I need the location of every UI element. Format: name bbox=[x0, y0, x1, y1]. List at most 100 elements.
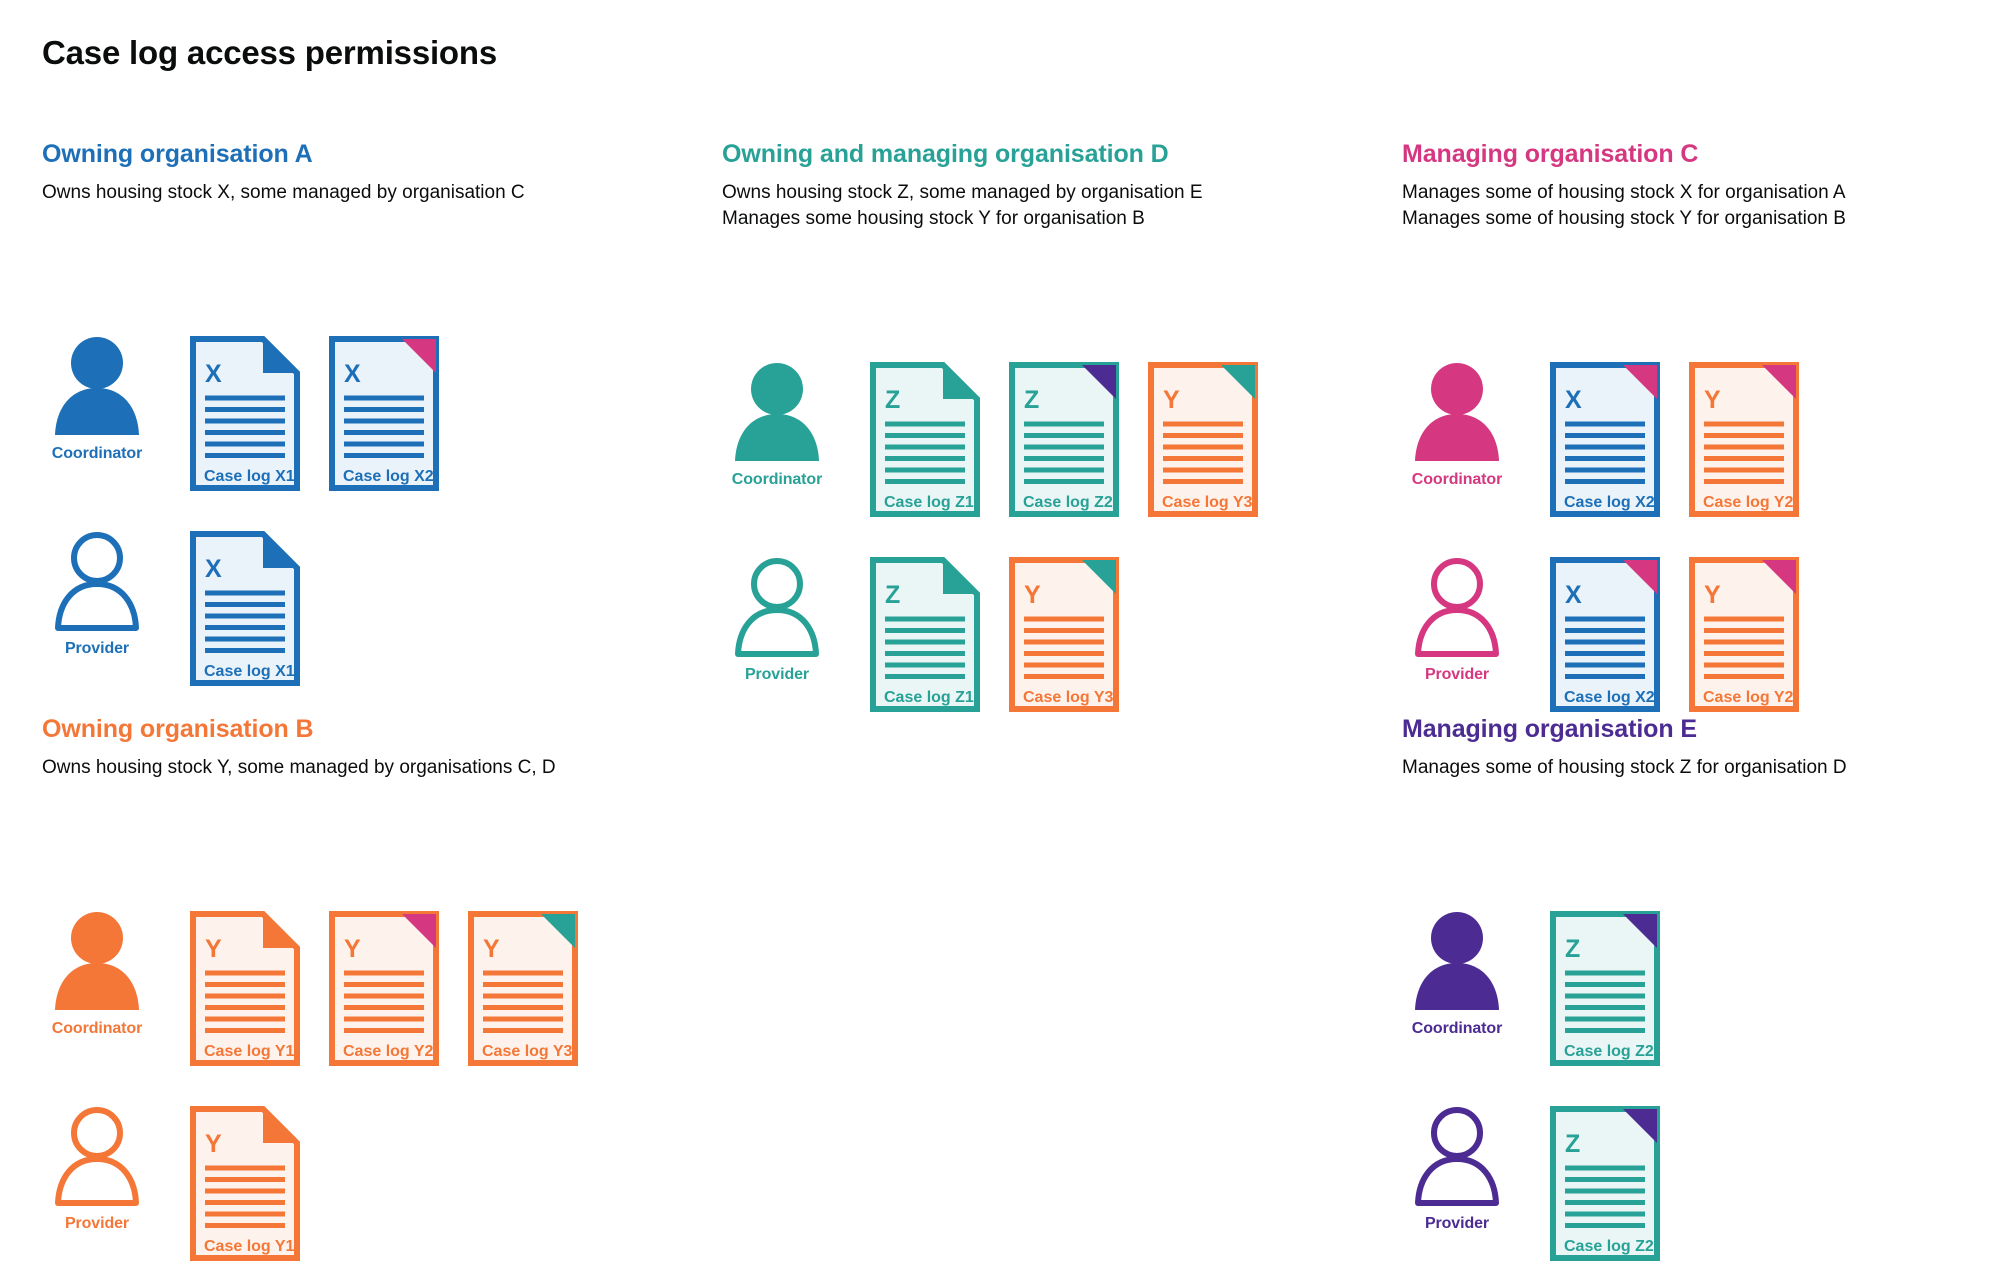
role-row-coordinator: Coordinator Y Case log Y1 Y Case log Y2 Y Case… bbox=[42, 911, 578, 1066]
svg-text:X: X bbox=[205, 555, 222, 583]
svg-text:X: X bbox=[205, 360, 222, 388]
organisation-description-line: Manages some housing stock Y for organis… bbox=[722, 208, 1145, 229]
organisation-description-line: Manages some of housing stock Y for orga… bbox=[1402, 208, 1846, 229]
person-icon-coordinator: Coordinator bbox=[1402, 362, 1512, 489]
svg-text:Z: Z bbox=[885, 581, 900, 609]
svg-text:Case log Y2: Case log Y2 bbox=[343, 1043, 434, 1060]
case-log-document-icon: X Case log X2 bbox=[1550, 557, 1660, 712]
svg-text:Case log Y1: Case log Y1 bbox=[204, 1043, 295, 1060]
svg-text:Case log Z2: Case log Z2 bbox=[1023, 494, 1113, 511]
organisation-description: Owns housing stock X, some managed by or… bbox=[42, 180, 525, 206]
organisation-block-org-d: Owning and managing organisation D Owns h… bbox=[722, 140, 1258, 712]
person-icon-coordinator: Coordinator bbox=[42, 336, 152, 463]
person-role-label: Coordinator bbox=[51, 1020, 143, 1037]
role-row-coordinator: Coordinator X Case log X2 Y Case log Y2 bbox=[1402, 362, 1799, 517]
svg-text:Z: Z bbox=[885, 386, 900, 414]
svg-text:Z: Z bbox=[1024, 386, 1039, 414]
role-row-provider: Provider Y Case log Y1 bbox=[42, 1106, 300, 1261]
svg-text:Case log Y2: Case log Y2 bbox=[1703, 689, 1794, 706]
svg-text:Y: Y bbox=[1024, 581, 1041, 609]
case-log-document-icon: Y Case log Y2 bbox=[329, 911, 439, 1066]
organisation-heading: Owning organisation B bbox=[42, 715, 314, 743]
case-log-document-icon: Y Case log Y2 bbox=[1689, 362, 1799, 517]
svg-text:Y: Y bbox=[483, 935, 500, 963]
case-log-document-icon: Y Case log Y3 bbox=[1148, 362, 1258, 517]
person-icon-coordinator: Coordinator bbox=[42, 911, 152, 1038]
svg-text:Case log Y3: Case log Y3 bbox=[1023, 689, 1114, 706]
case-log-group: X Case log X2 Y Case log Y2 bbox=[1550, 362, 1799, 517]
person-role-label: Coordinator bbox=[731, 471, 823, 488]
case-log-document-icon: Y Case log Y3 bbox=[468, 911, 578, 1066]
organisation-heading: Owning organisation A bbox=[42, 140, 313, 168]
case-log-document-icon: Y Case log Y2 bbox=[1689, 557, 1799, 712]
case-log-group: Y Case log Y1 bbox=[190, 1106, 300, 1261]
case-log-group: Y Case log Y1 Y Case log Y2 Y Case log Y3 bbox=[190, 911, 578, 1066]
svg-text:Case log X2: Case log X2 bbox=[1564, 689, 1655, 706]
organisation-block-org-b: Owning organisation B Owns housing stock … bbox=[42, 715, 578, 1261]
role-row-provider: Provider X Case log X2 Y Case log Y2 bbox=[1402, 557, 1799, 712]
svg-text:Y: Y bbox=[1163, 386, 1180, 414]
person-icon-coordinator: Coordinator bbox=[1402, 911, 1512, 1038]
organisation-block-org-e: Managing organisation E Manages some of h… bbox=[1402, 715, 1847, 1261]
svg-text:Y: Y bbox=[1704, 581, 1721, 609]
role-row-provider: Provider Z Case log Z1 Y Case log Y3 bbox=[722, 557, 1119, 712]
case-log-group: X Case log X1 bbox=[190, 531, 300, 686]
organisation-description-line: Owns housing stock X, some managed by or… bbox=[42, 182, 525, 203]
case-log-document-icon: X Case log X2 bbox=[329, 336, 439, 491]
svg-text:Y: Y bbox=[1704, 386, 1721, 414]
organisation-description: Manages some of housing stock Z for orga… bbox=[1402, 755, 1847, 781]
case-log-group: X Case log X2 Y Case log Y2 bbox=[1550, 557, 1799, 712]
svg-text:Z: Z bbox=[1565, 935, 1580, 963]
role-row-provider: Provider X Case log X1 bbox=[42, 531, 300, 686]
organisation-block-org-a: Owning organisation A Owns housing stock … bbox=[42, 140, 525, 686]
svg-text:Case log Z2: Case log Z2 bbox=[1564, 1238, 1654, 1255]
svg-text:X: X bbox=[344, 360, 361, 388]
person-role-label: Coordinator bbox=[51, 445, 143, 462]
case-log-document-icon: Y Case log Y1 bbox=[190, 1106, 300, 1261]
svg-text:Case log Z2: Case log Z2 bbox=[1564, 1043, 1654, 1060]
page-title: Case log access permissions bbox=[42, 34, 498, 71]
person-role-label: Provider bbox=[1424, 666, 1490, 683]
organisation-description-line: Manages some of housing stock Z for orga… bbox=[1402, 757, 1847, 778]
case-log-document-icon: Y Case log Y1 bbox=[190, 911, 300, 1066]
person-role-label: Provider bbox=[64, 640, 130, 657]
person-icon-provider: Provider bbox=[1402, 557, 1512, 684]
organisation-description-line: Owns housing stock Z, some managed by or… bbox=[722, 182, 1203, 203]
svg-text:Case log Z1: Case log Z1 bbox=[884, 494, 974, 511]
svg-text:Case log Z1: Case log Z1 bbox=[884, 689, 974, 706]
case-log-document-icon: Z Case log Z2 bbox=[1550, 911, 1660, 1066]
case-log-document-icon: Z Case log Z1 bbox=[870, 362, 980, 517]
case-log-document-icon: X Case log X2 bbox=[1550, 362, 1660, 517]
case-log-group: Z Case log Z2 bbox=[1550, 911, 1660, 1066]
person-role-label: Provider bbox=[64, 1215, 130, 1232]
case-log-group: Z Case log Z1 Y Case log Y3 bbox=[870, 557, 1119, 712]
person-role-label: Coordinator bbox=[1411, 471, 1503, 488]
person-icon-provider: Provider bbox=[42, 1106, 152, 1233]
organisation-description-line: Owns housing stock Y, some managed by or… bbox=[42, 757, 556, 778]
person-role-label: Provider bbox=[1424, 1215, 1490, 1232]
case-log-document-icon: Y Case log Y3 bbox=[1009, 557, 1119, 712]
case-log-group: Z Case log Z1 Z Case log Z2 Y Case log Y3 bbox=[870, 362, 1258, 517]
organisation-description: Manages some of housing stock X for orga… bbox=[1402, 180, 1846, 232]
case-log-document-icon: Z Case log Z2 bbox=[1009, 362, 1119, 517]
organisation-block-org-c: Managing organisation C Manages some of h… bbox=[1402, 140, 1846, 712]
svg-text:Case log Y1: Case log Y1 bbox=[204, 1238, 295, 1255]
svg-text:Z: Z bbox=[1565, 1130, 1580, 1158]
person-role-label: Provider bbox=[744, 666, 810, 683]
person-icon-provider: Provider bbox=[42, 531, 152, 658]
person-icon-provider: Provider bbox=[722, 557, 832, 684]
case-log-group: X Case log X1 X Case log X2 bbox=[190, 336, 439, 491]
svg-text:X: X bbox=[1565, 581, 1582, 609]
organisation-heading: Owning and managing organisation D bbox=[722, 140, 1169, 168]
organisation-description-line: Manages some of housing stock X for orga… bbox=[1402, 182, 1846, 203]
case-log-document-icon: X Case log X1 bbox=[190, 531, 300, 686]
case-log-document-icon: Z Case log Z2 bbox=[1550, 1106, 1660, 1261]
organisation-description: Owns housing stock Y, some managed by or… bbox=[42, 755, 556, 781]
case-log-group: Z Case log Z2 bbox=[1550, 1106, 1660, 1261]
role-row-coordinator: Coordinator X Case log X1 X Case log X2 bbox=[42, 336, 439, 491]
svg-text:Y: Y bbox=[205, 1130, 222, 1158]
svg-text:Y: Y bbox=[344, 935, 361, 963]
person-icon-provider: Provider bbox=[1402, 1106, 1512, 1233]
role-row-provider: Provider Z Case log Z2 bbox=[1402, 1106, 1660, 1261]
